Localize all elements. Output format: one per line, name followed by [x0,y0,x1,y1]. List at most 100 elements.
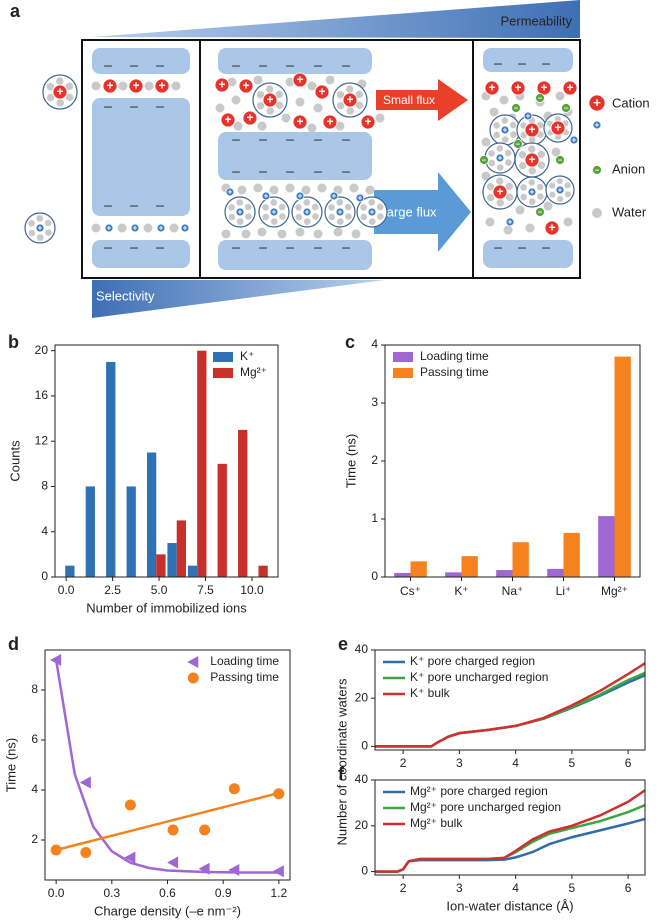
bar [410,561,427,577]
water [144,81,154,91]
ion-sign: + [158,79,165,93]
marker [167,856,179,869]
panel-label: b [8,332,19,352]
x-tick-label: 4 [512,881,519,895]
ion-sign: + [242,79,249,93]
ion-sign: + [56,85,63,99]
water [65,82,74,91]
x-tick-label: 7.5 [197,583,214,597]
legend-label: Mg²⁺ [240,365,267,379]
ion-sign: – [482,156,487,165]
marker [187,656,199,668]
ion [505,217,515,227]
water [592,208,602,218]
water [28,229,36,237]
membrane-slab [483,240,573,268]
water [295,227,305,237]
marker [124,851,136,864]
water [237,185,247,195]
water [537,150,546,159]
water [215,103,225,113]
y-tick-label: 0 [361,739,368,753]
water [117,223,127,233]
water [501,136,509,143]
x-tick-label: 2 [400,881,407,895]
y-tick-label: 6 [31,732,38,746]
chart: c 0 1 2 3 4 Cs⁺ K⁺ Na⁺ Li⁺ Mg²⁺ Time (ns) Loading ti… [343,332,641,598]
marker [198,862,210,875]
water [485,217,495,227]
water [518,161,527,170]
water [236,199,244,206]
water [505,193,514,201]
water [564,182,571,189]
ion-sign: + [572,136,577,145]
ion-sign: + [364,115,371,129]
water [285,183,295,193]
line [375,789,645,873]
ion [536,80,552,96]
water [486,193,495,202]
ion [535,207,545,217]
surface-charge: – [156,98,164,114]
ion-sign: + [528,123,535,137]
plot-area [50,654,285,878]
ion [527,187,537,197]
y-tick-label: 20 [35,343,49,357]
water [336,218,344,225]
membrane-slab [218,48,372,74]
ion-sign: + [106,79,113,93]
membrane-slab [218,132,372,180]
water [256,91,265,99]
line [375,662,645,748]
y-tick-label: 20 [355,690,369,704]
water [257,227,267,237]
water [56,77,64,85]
water [36,234,44,241]
surface-charge: – [156,197,164,213]
water [505,159,512,166]
water [227,77,237,87]
water [278,203,286,211]
water [325,75,335,85]
ion [329,191,339,201]
x-tick-label: Na⁺ [502,584,524,598]
y-axis-label: Time (ns) [3,738,18,792]
membrane-slab [92,48,190,74]
plot-frame [54,344,279,578]
water [328,204,335,211]
water [488,159,496,167]
ion [292,114,308,130]
surface-charge: – [232,163,240,179]
marker [273,788,285,800]
plot-frame [374,649,646,751]
ion [128,78,144,94]
x-tick-label: 0.6 [159,886,176,900]
y-tick-label: 2 [31,832,38,846]
ion [524,122,540,138]
legend-label: Passing time [210,670,279,684]
x-tick-label: 5 [569,881,576,895]
water [312,213,319,220]
ion-sign: + [530,188,535,197]
legend-label: K⁺ pore charged region [410,654,535,668]
ion [269,207,279,217]
x-tick-label: 0.9 [215,886,232,900]
ion [479,155,489,165]
x-tick-label: 2 [400,756,407,770]
ion-sign: + [305,208,310,217]
water [275,101,284,109]
bar [156,554,166,577]
permeability-label: Permeability [500,13,572,28]
water [368,199,376,206]
x-tick-label: 3 [456,881,463,895]
y-tick-label: 40 [355,772,369,786]
water [344,203,352,211]
marker [199,824,211,836]
water [336,199,344,206]
y-tick-label: 8 [41,479,48,493]
water [355,90,364,99]
panel-label: d [8,634,19,654]
water [253,75,263,85]
water [335,121,345,131]
